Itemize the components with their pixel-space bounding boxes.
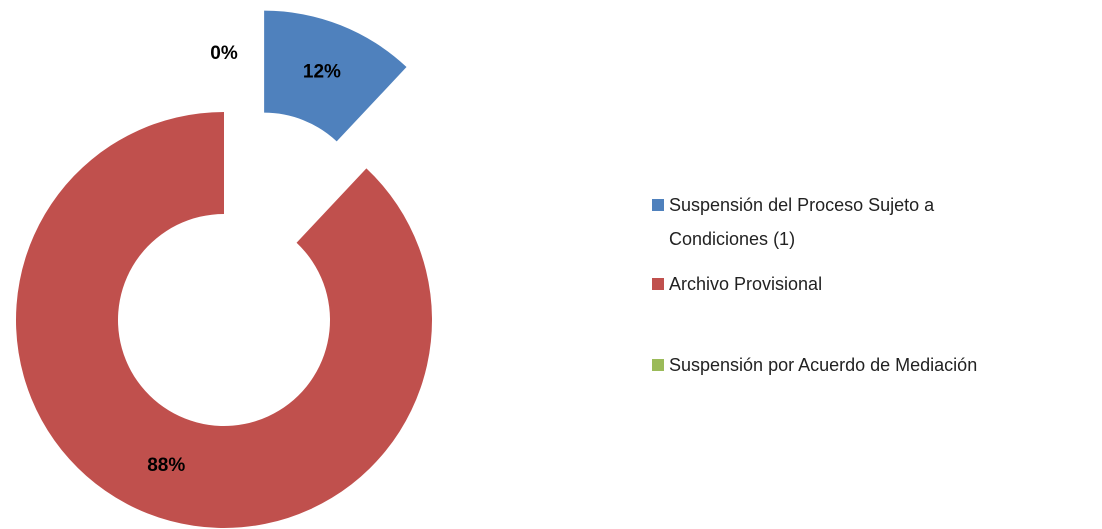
legend-label: Suspensión por Acuerdo de Mediación [669, 355, 978, 375]
legend-label: Archivo Provisional [669, 274, 823, 294]
donut-slice [16, 112, 433, 528]
legend-label: Suspensión del Proceso Sujeto a Condicio… [669, 195, 935, 249]
legend-swatch [652, 278, 664, 290]
data-label: 88% [147, 455, 185, 476]
legend-swatch [652, 359, 664, 371]
data-label: 12% [303, 62, 341, 83]
legend-swatch [652, 199, 664, 211]
legend-item: Suspensión del Proceso Sujeto a Condicio… [652, 188, 1029, 256]
donut-slice [264, 10, 407, 142]
legend-item: Archivo Provisional [652, 267, 822, 301]
legend: Suspensión del Proceso Sujeto a Condicio… [652, 0, 1092, 529]
donut-chart: 12% 88% 0% [16, 10, 433, 528]
data-label: 0% [210, 43, 238, 64]
legend-item: Suspensión por Acuerdo de Mediación [652, 348, 977, 382]
